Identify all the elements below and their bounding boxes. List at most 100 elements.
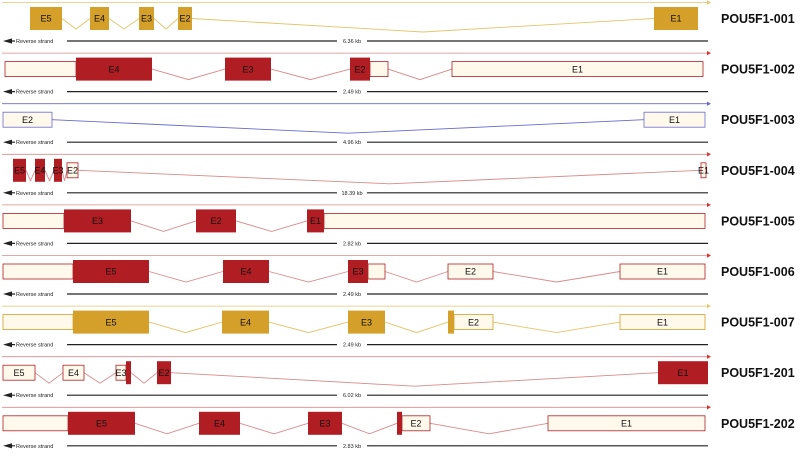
strand-label: Reverse strand: [16, 393, 53, 399]
exon-label: E2: [465, 267, 476, 277]
exon-label: E5: [14, 166, 25, 176]
utr-exon: [451, 61, 704, 77]
strand-arrow-icon: [707, 0, 711, 5]
utr-exon: [2, 415, 69, 432]
reverse-arrow-icon: [3, 89, 12, 95]
exon-label: E3: [115, 368, 126, 378]
intron-line: [25, 170, 36, 182]
strand-label: Reverse strand: [16, 444, 53, 450]
scale-length: 6.02 kb: [343, 393, 361, 399]
exon-label: E3: [52, 166, 63, 176]
coding-exon: [73, 310, 149, 334]
exon-label: E2: [354, 64, 365, 74]
intron-line: [268, 321, 349, 334]
utr-exon: [367, 263, 386, 280]
scale-length: 2.49 kb: [343, 343, 361, 349]
coding-exon: [223, 260, 269, 283]
exon-label: E3: [92, 216, 103, 226]
utr-exon: [369, 61, 389, 77]
reverse-arrow-icon: [3, 291, 12, 297]
strand-label: Reverse strand: [16, 292, 53, 298]
coding-exon: [199, 411, 240, 435]
coding-exon: [222, 310, 269, 334]
transcript-row: E5 E4 E3 E2 E1 Reverse strand 2.49 kb POU5F1-00…: [2, 253, 795, 298]
scale-length: 2.49 kb: [343, 292, 361, 298]
intron-line: [130, 220, 197, 232]
transcript-row: E5 E4 E3 E2 E1 Reverse strand 6.36 kb POU5F1-00…: [2, 0, 795, 45]
exon-label: E5: [105, 317, 116, 327]
utr-exon: [4, 61, 77, 77]
intron-line: [44, 170, 55, 182]
coding-exon: [348, 310, 385, 334]
exon-label: E3: [242, 64, 253, 74]
transcript-name: POU5F1-007: [721, 316, 795, 330]
transcript-row: E5 E4 E3 E2 E1 Reverse strand 2.83 kb POU5F1-20…: [2, 405, 795, 450]
strand-arrow-icon: [707, 101, 711, 106]
exon-label: E1: [657, 317, 668, 327]
coding-exon: [448, 310, 454, 334]
strand-arrow-icon: [707, 202, 711, 208]
exon-label: E2: [67, 166, 78, 176]
utr-exon: [619, 263, 706, 280]
strand-label: Reverse strand: [16, 90, 53, 96]
transcript-name: POU5F1-001: [721, 12, 795, 26]
exon-label: E2: [210, 216, 221, 226]
exon-label: E2: [468, 317, 479, 327]
transcript-name: POU5F1-003: [721, 113, 795, 127]
strand-arrow-icon: [707, 405, 711, 410]
scale-length: 4.96 kb: [343, 140, 361, 146]
scale-length: 2.82 kb: [343, 241, 361, 247]
transcript-name: POU5F1-006: [721, 265, 795, 279]
strand-label: Reverse strand: [16, 140, 53, 146]
intron-line: [108, 18, 140, 30]
exon-label: E4: [34, 166, 45, 176]
transcript-name: POU5F1-002: [721, 63, 795, 77]
utr-exon: [66, 162, 79, 179]
coding-exon: [139, 7, 154, 30]
exon-label: E1: [621, 419, 632, 429]
scale-length: 2.83 kb: [343, 444, 361, 450]
transcript-name: POU5F1-004: [721, 164, 795, 178]
coding-exon: [225, 57, 271, 81]
reverse-arrow-icon: [3, 38, 12, 44]
exon-label: E3: [319, 419, 330, 429]
strand-label: Reverse strand: [16, 191, 53, 197]
exon-label: E5: [40, 14, 51, 24]
exon-label: E5: [96, 419, 107, 429]
coding-exon: [64, 209, 131, 233]
utr-exon: [453, 314, 494, 331]
strand-arrow-icon: [707, 354, 711, 359]
utr-exon: [643, 111, 706, 128]
exon-label: E1: [698, 166, 709, 176]
intron-line: [153, 18, 179, 30]
intron-line: [130, 372, 158, 384]
coding-exon: [126, 361, 131, 385]
intron-line: [61, 18, 91, 30]
intron-line: [492, 271, 621, 283]
utr-exon: [62, 364, 85, 381]
coding-exon: [307, 209, 324, 233]
coding-exon: [308, 411, 342, 435]
exon-label: E4: [240, 317, 251, 327]
intron-line: [341, 422, 398, 435]
intron-line: [384, 321, 449, 334]
intron-line: [83, 372, 117, 384]
exon-label: E2: [158, 368, 169, 378]
intron-line: [270, 68, 351, 81]
coding-exon: [13, 158, 26, 182]
exon-label: E5: [13, 368, 24, 378]
intron-line: [61, 170, 68, 181]
coding-exon: [30, 7, 62, 30]
exon-label: E1: [677, 368, 688, 378]
intron-line: [34, 372, 64, 384]
exon-label: E2: [22, 115, 33, 125]
coding-exon: [90, 7, 109, 30]
strand-label: Reverse strand: [16, 241, 53, 247]
utr-exon: [447, 263, 494, 280]
exon-label: E4: [214, 419, 225, 429]
strand-arrow-icon: [707, 303, 711, 309]
utr-exon: [323, 212, 706, 229]
coding-exon: [54, 158, 62, 182]
utr-exon: [700, 162, 707, 179]
intron-line: [235, 220, 308, 232]
